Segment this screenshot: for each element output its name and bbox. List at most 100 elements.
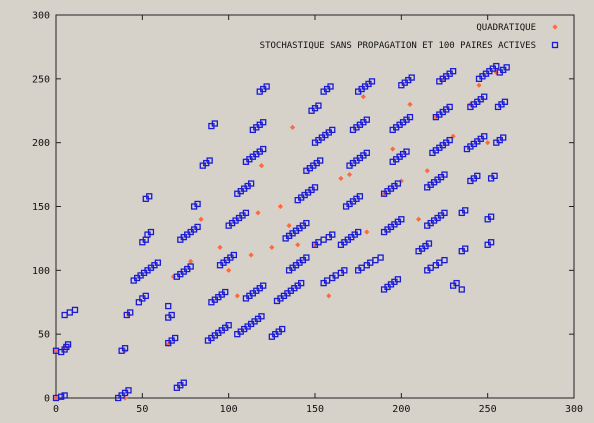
data-point (390, 146, 396, 152)
data-point (206, 157, 213, 164)
data-point (198, 216, 204, 222)
data-point (222, 288, 229, 296)
data-point (154, 259, 162, 266)
data-point (462, 207, 469, 214)
data-point (329, 126, 336, 134)
data-point (180, 379, 187, 386)
y-tick-label: 300 (32, 11, 50, 22)
data-point (135, 299, 143, 306)
data-point (286, 223, 292, 229)
data-point (453, 279, 460, 287)
data-point (295, 242, 301, 248)
data-point (341, 267, 348, 274)
data-point (187, 263, 194, 270)
data-point (127, 309, 134, 316)
x-tick-label: 150 (306, 404, 324, 415)
data-point (234, 293, 240, 299)
data-point (503, 64, 510, 71)
data-point (338, 175, 344, 182)
data-point (425, 240, 433, 247)
data-point (500, 134, 507, 141)
data-point (53, 395, 59, 401)
y-tick-label: 250 (32, 74, 50, 85)
data-point (147, 228, 155, 236)
data-point (168, 311, 175, 319)
data-point (462, 245, 469, 252)
data-point (327, 83, 334, 90)
data-point (225, 322, 232, 329)
data-point (407, 101, 413, 107)
data-point (217, 244, 223, 250)
y-tick-label: 0 (44, 394, 50, 405)
data-point (230, 251, 237, 259)
data-point (474, 172, 481, 180)
data-point (416, 216, 422, 222)
x-tick-label: 250 (479, 404, 497, 415)
data-point (260, 119, 267, 126)
legend-marker (551, 41, 559, 49)
data-point (364, 229, 370, 235)
data-point (487, 213, 495, 220)
data-point (446, 103, 453, 111)
data-point (398, 178, 404, 184)
data-point (441, 256, 448, 264)
data-point (211, 120, 219, 127)
data-point (485, 140, 491, 146)
data-point (269, 244, 275, 250)
data-point (258, 163, 265, 169)
data-point (146, 193, 153, 200)
data-point (188, 258, 194, 264)
data-point (298, 279, 305, 287)
data-point (398, 216, 405, 223)
data-point (481, 133, 488, 140)
data-point (356, 193, 364, 200)
data-point (303, 219, 310, 227)
data-point (449, 68, 457, 75)
data-point (248, 252, 254, 258)
legend-label: STOCHASTIQUE SANS PROPAGATION ET 100 PAI… (260, 41, 536, 51)
data-point (368, 78, 376, 85)
data-point (125, 387, 132, 394)
data-point (142, 292, 149, 300)
x-tick-label: 300 (565, 404, 583, 415)
data-point (71, 306, 79, 314)
plot-area (55, 14, 575, 399)
data-point (424, 168, 430, 174)
data-point (355, 228, 362, 236)
data-point (406, 113, 414, 121)
data-point (258, 313, 265, 320)
data-point (329, 231, 336, 238)
data-point (394, 276, 402, 283)
data-point (165, 302, 172, 310)
data-point (493, 62, 500, 70)
data-point (289, 124, 296, 130)
data-point (260, 145, 267, 153)
x-tick-label: 50 (136, 404, 148, 415)
y-tick-label: 50 (38, 330, 50, 341)
data-point (255, 210, 261, 216)
x-tick-label: 0 (53, 404, 59, 415)
data-point (433, 114, 439, 120)
y-tick-label: 100 (32, 266, 50, 277)
data-point (346, 171, 353, 178)
data-point (446, 136, 453, 144)
data-point (61, 392, 68, 399)
data-point (315, 102, 322, 109)
y-tick-label: 200 (32, 138, 50, 149)
data-point (317, 157, 324, 164)
data-point (247, 180, 255, 187)
data-point (303, 254, 310, 261)
data-point (363, 149, 370, 157)
data-point (491, 172, 498, 180)
y-tick-label: 150 (32, 202, 50, 213)
data-point (194, 200, 201, 208)
data-point (487, 239, 495, 246)
data-point (263, 83, 270, 90)
data-point (242, 209, 250, 217)
data-point (311, 184, 319, 191)
legend-marker (552, 24, 558, 30)
data-point (377, 254, 384, 261)
data-point (277, 203, 284, 210)
